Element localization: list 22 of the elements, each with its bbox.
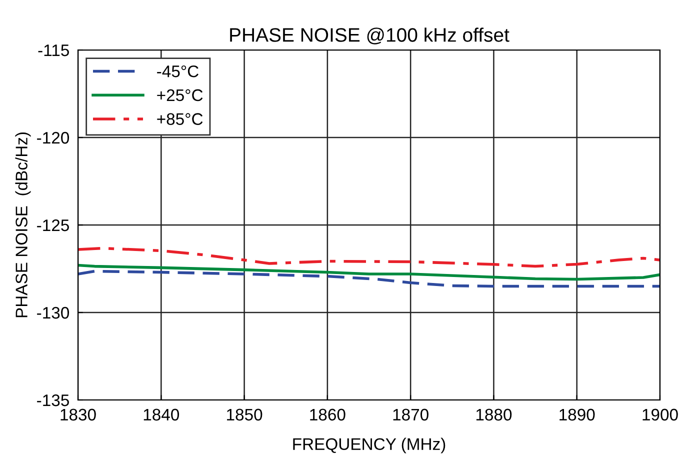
y-tick-label: -115 (38, 44, 69, 56)
line-series (78, 264, 660, 281)
y-tick-label: -135 (37, 394, 69, 406)
chart-title: PHASE NOISE @100 kHz offset (230, 28, 510, 44)
legend-label: +85°C (157, 113, 203, 125)
x-tick-label: 1860 (310, 408, 346, 421)
line-series (78, 246, 660, 268)
y-tick-label: -125 (37, 219, 69, 232)
x-tick-label: 1880 (476, 408, 512, 421)
y-tick-label: -120 (37, 132, 70, 144)
legend-label: -45°C (157, 65, 198, 78)
y-axis-title: PHASE NOISE (dBc/Hz) (15, 132, 31, 318)
x-tick-label: 1870 (393, 408, 428, 421)
x-tick-label: 1900 (642, 408, 678, 421)
x-tick-label: 1830 (60, 408, 96, 421)
x-tick-label: 1890 (560, 408, 595, 421)
y-tick-label: -130 (37, 306, 70, 319)
x-tick-label: 1840 (144, 408, 180, 421)
x-axis-title: FREQUENCY (MHz) (293, 438, 446, 454)
legend-label: +25°C (157, 89, 203, 102)
line-series (78, 270, 660, 288)
x-tick-label: 1850 (227, 408, 262, 421)
